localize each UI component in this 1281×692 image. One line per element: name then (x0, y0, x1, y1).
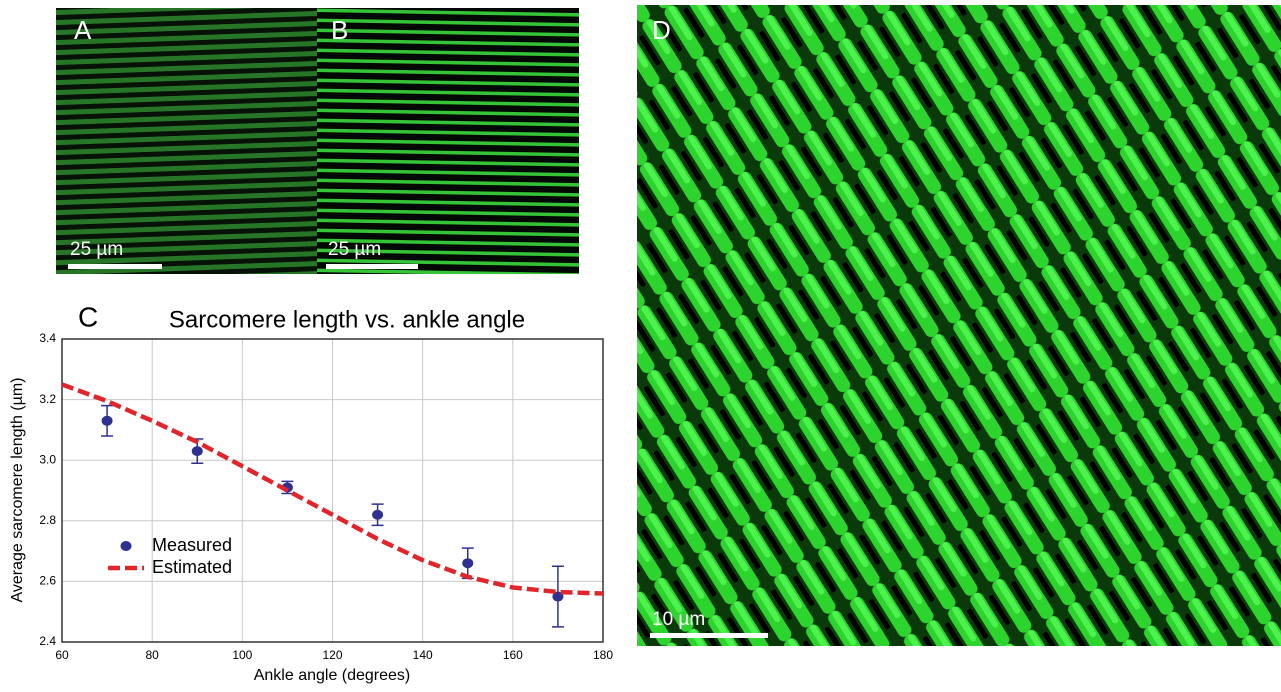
legend-label: Measured (152, 535, 232, 555)
image-a (56, 8, 317, 274)
legend-swatch (120, 541, 132, 551)
x-tick-label: 60 (55, 648, 69, 662)
scale-bar (326, 264, 418, 269)
x-axis-label: Ankle angle (degrees) (254, 667, 411, 684)
x-tick-label: 120 (322, 648, 342, 662)
panel-label: D (652, 15, 671, 45)
y-axis-label: Average sarcomere length (µm) (9, 377, 26, 602)
legend-label: Estimated (152, 557, 232, 577)
x-tick-label: 100 (232, 648, 252, 662)
scale-label: 10 µm (652, 609, 705, 630)
chart-title: Sarcomere length vs. ankle angle (169, 306, 525, 333)
data-point (101, 415, 113, 426)
panel-label: A (74, 15, 92, 45)
x-tick-label: 180 (593, 648, 613, 662)
y-tick-label: 3.2 (39, 392, 56, 406)
x-tick-label: 80 (145, 648, 159, 662)
scale-label: 25 µm (70, 239, 123, 260)
estimated-line (61, 382, 604, 596)
x-tick-label: 140 (413, 648, 433, 662)
data-point (191, 446, 203, 457)
scale-bar (650, 633, 768, 638)
panel-label: B (331, 15, 348, 45)
plot-frame (61, 338, 604, 643)
y-tick-label: 2.8 (39, 513, 56, 527)
y-tick-label: 3.4 (39, 331, 56, 345)
scale-bar (68, 264, 162, 269)
panel-label: C (78, 301, 98, 332)
scale-label: 25 µm (328, 239, 381, 260)
data-point (372, 509, 384, 520)
y-tick-label: 2.4 (39, 634, 56, 648)
x-tick-label: 160 (503, 648, 523, 662)
y-tick-label: 2.6 (39, 574, 56, 588)
image-d (637, 5, 1281, 646)
y-tick-label: 3.0 (39, 452, 56, 466)
data-point (462, 558, 474, 569)
image-b (317, 8, 579, 274)
